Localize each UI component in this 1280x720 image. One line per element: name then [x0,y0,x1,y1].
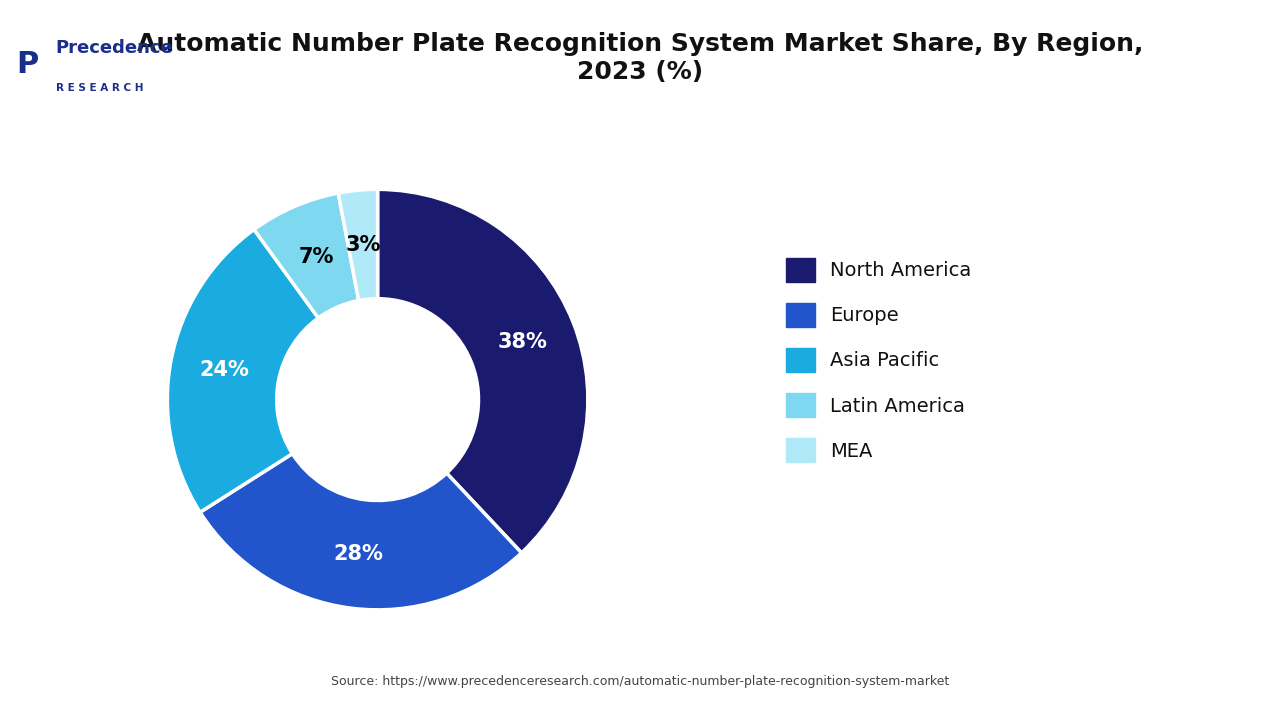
Text: 3%: 3% [346,235,380,255]
Text: R E S E A R C H: R E S E A R C H [56,83,143,93]
Text: Automatic Number Plate Recognition System Market Share, By Region,
2023 (%): Automatic Number Plate Recognition Syste… [137,32,1143,84]
Wedge shape [200,454,521,610]
Wedge shape [253,193,358,318]
Wedge shape [378,189,588,553]
Text: P: P [15,50,38,79]
Legend: North America, Europe, Asia Pacific, Latin America, MEA: North America, Europe, Asia Pacific, Lat… [778,250,979,470]
Text: 38%: 38% [498,333,547,352]
Text: 7%: 7% [298,247,334,267]
Text: 28%: 28% [333,544,383,564]
Wedge shape [168,230,319,512]
Text: Precedence: Precedence [56,38,174,56]
Wedge shape [338,189,378,300]
Text: Source: https://www.precedenceresearch.com/automatic-number-plate-recognition-sy: Source: https://www.precedenceresearch.c… [330,675,950,688]
Text: 24%: 24% [200,361,250,380]
